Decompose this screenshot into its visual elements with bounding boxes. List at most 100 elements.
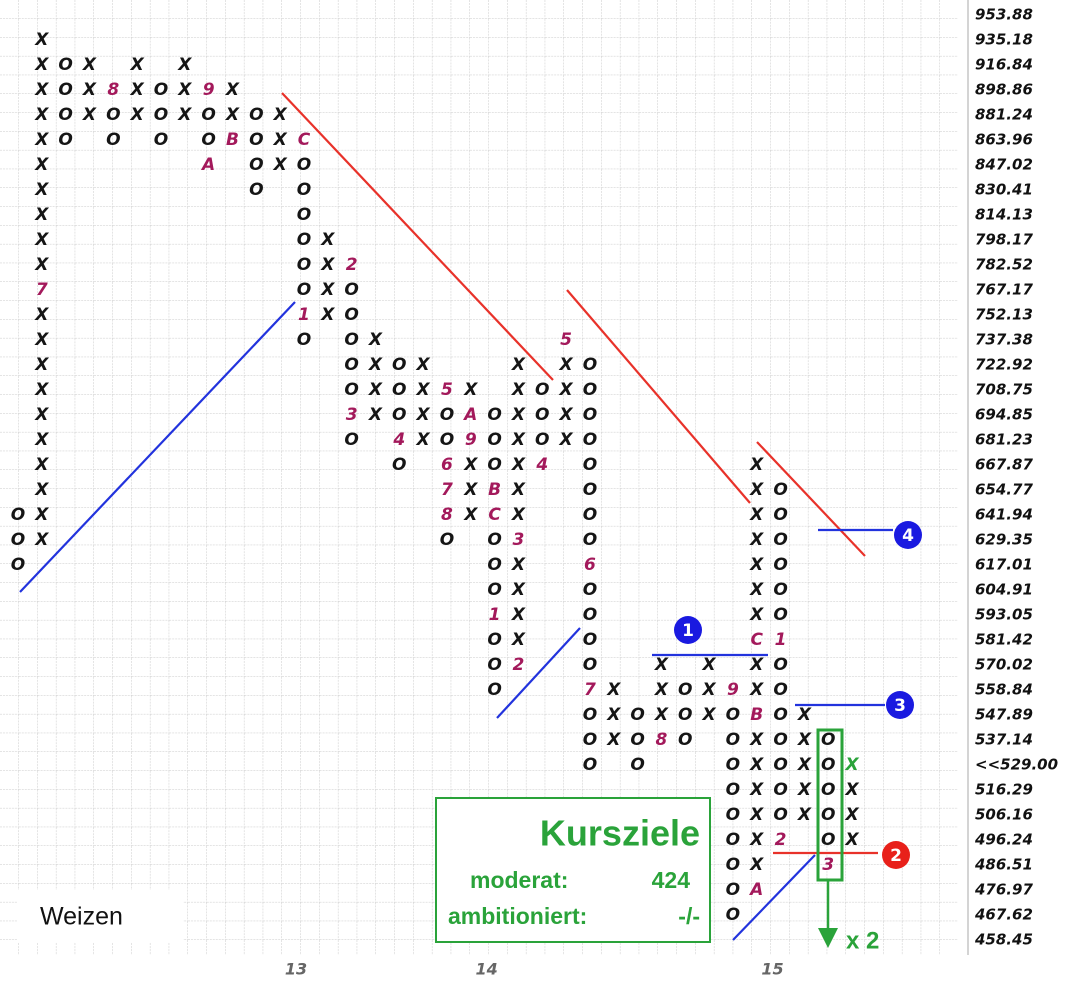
price-label: 681.23: [975, 431, 1033, 449]
marker-label: 4: [902, 526, 914, 546]
box: X: [34, 30, 49, 50]
month-marker: 3: [346, 405, 358, 425]
box: X: [34, 105, 49, 125]
month-marker: 6: [441, 455, 453, 475]
box: O: [249, 180, 263, 200]
price-label: 752.13: [975, 306, 1033, 324]
box: O: [583, 380, 597, 400]
box: O: [583, 455, 597, 475]
box: X: [654, 705, 669, 725]
box: O: [297, 330, 311, 350]
box: O: [583, 605, 597, 625]
box: X: [511, 630, 526, 650]
box: O: [773, 805, 787, 825]
month-marker: A: [462, 405, 477, 425]
box: X: [416, 405, 431, 425]
x-tick-label: 15: [761, 960, 783, 979]
box: X: [34, 255, 49, 275]
box: O: [58, 130, 72, 150]
price-label: 694.85: [975, 406, 1033, 424]
month-marker: 1: [489, 605, 501, 625]
month-marker: 2: [513, 655, 525, 675]
box: O: [487, 580, 501, 600]
box: X: [225, 105, 240, 125]
month-marker: A: [748, 880, 763, 900]
box: X: [844, 780, 859, 800]
price-label: 617.01: [975, 556, 1033, 574]
price-label: <<529.00: [975, 756, 1058, 774]
price-label: 737.38: [975, 331, 1033, 349]
price-label: 581.42: [975, 631, 1033, 649]
price-label: 798.17: [975, 231, 1033, 249]
box: O: [487, 680, 501, 700]
box: X: [34, 505, 49, 525]
box: X: [130, 80, 145, 100]
month-marker: 9: [203, 80, 215, 100]
box: O: [201, 105, 215, 125]
box: X: [511, 355, 526, 375]
box: O: [487, 555, 501, 575]
box: O: [726, 805, 740, 825]
box: X: [34, 205, 49, 225]
box: X: [177, 55, 192, 75]
box: X: [749, 580, 764, 600]
box: X: [273, 155, 288, 175]
price-label: 593.05: [975, 606, 1033, 624]
box: X: [34, 230, 49, 250]
box: O: [726, 855, 740, 875]
box: X: [749, 605, 764, 625]
marker-label: 3: [894, 696, 906, 716]
box: X: [416, 430, 431, 450]
box: X: [463, 505, 478, 525]
price-label: 641.94: [975, 506, 1033, 524]
box: X: [34, 355, 49, 375]
box: X: [606, 705, 621, 725]
box: O: [773, 705, 787, 725]
box: O: [773, 530, 787, 550]
box: O: [154, 105, 168, 125]
box: X: [749, 780, 764, 800]
box: X: [797, 755, 812, 775]
month-marker: 8: [107, 80, 119, 100]
price-label: 467.62: [974, 906, 1033, 924]
box: X: [511, 380, 526, 400]
month-marker: 3: [822, 855, 834, 875]
box: O: [726, 880, 740, 900]
current-box: X: [844, 755, 859, 775]
moderate-label: moderat:: [470, 867, 568, 893]
box: O: [583, 405, 597, 425]
box: X: [320, 280, 335, 300]
box: X: [749, 530, 764, 550]
box: O: [344, 330, 358, 350]
price-label: 537.14: [975, 731, 1033, 749]
month-marker: 4: [535, 455, 548, 475]
box: O: [821, 805, 835, 825]
marker: [882, 841, 910, 869]
box: O: [773, 755, 787, 775]
box: O: [392, 405, 406, 425]
box: X: [749, 830, 764, 850]
box: X: [559, 405, 574, 425]
marker: [894, 521, 922, 549]
price-label: 667.87: [975, 456, 1033, 474]
box: O: [583, 655, 597, 675]
box: X: [463, 480, 478, 500]
box: X: [82, 105, 97, 125]
price-label: 496.24: [974, 831, 1033, 849]
price-label: 830.41: [975, 181, 1033, 199]
targets-box: [435, 797, 711, 943]
box: X: [320, 230, 335, 250]
box: X: [511, 430, 526, 450]
price-label: 814.13: [975, 206, 1033, 224]
box: X: [749, 505, 764, 525]
box: X: [416, 355, 431, 375]
box: O: [487, 430, 501, 450]
box: O: [11, 505, 25, 525]
box: X: [34, 455, 49, 475]
box: X: [511, 455, 526, 475]
box: O: [344, 380, 358, 400]
box: X: [320, 305, 335, 325]
box: O: [58, 55, 72, 75]
price-label: 458.45: [974, 931, 1033, 949]
box: O: [487, 405, 501, 425]
